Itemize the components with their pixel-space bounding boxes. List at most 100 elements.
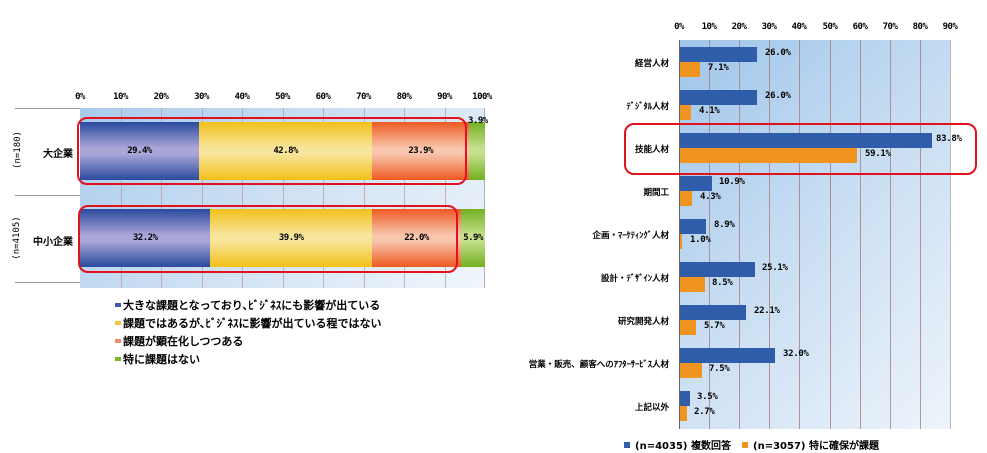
legend-swatch — [742, 441, 748, 448]
gridline — [830, 40, 831, 429]
gridline — [739, 40, 740, 429]
right-tick: 20% — [731, 22, 747, 32]
value-label: 3.5% — [697, 392, 718, 402]
left-tick: 50% — [275, 92, 290, 102]
category-label: 技能人材 — [634, 145, 669, 155]
highlight-box — [78, 205, 458, 273]
value-label: 25.1% — [762, 263, 788, 273]
segment-label: 39.9% — [278, 233, 304, 243]
value-label: 1.0% — [690, 235, 711, 245]
bar-large-enterprise: 29.4% 42.8% 23.9% — [80, 122, 485, 180]
bar-multiple-answer — [679, 348, 776, 363]
left-plot-area: 29.4% 42.8% 23.9% 32.2% 39.9% 22.0% 5.9% — [80, 108, 485, 288]
gridline — [799, 40, 800, 429]
legend-label: 課題が顕在化しつつある — [123, 335, 244, 348]
bar-multiple-answer — [679, 90, 758, 105]
bar-multiple-answer — [679, 133, 932, 148]
gridline — [242, 108, 243, 288]
gridline — [201, 108, 203, 288]
value-label: 5.7% — [704, 321, 725, 331]
gridline — [363, 108, 365, 288]
value-label: 32.0% — [783, 349, 809, 359]
legend-label: (n=3057) 特に確保が課題 — [753, 441, 879, 452]
gridline — [769, 40, 770, 429]
gridline — [920, 40, 921, 429]
left-tick: 60% — [315, 92, 331, 102]
gridline — [860, 40, 861, 429]
category-label: 研究開発人材 — [617, 317, 669, 327]
highlight-box — [624, 123, 977, 175]
legend-item: 特に課題はない — [115, 351, 200, 367]
segment-label-no-issue-large: 3.9% — [468, 116, 488, 126]
bar-multiple-answer — [679, 391, 690, 406]
category-label: 大企業 — [43, 149, 73, 160]
gridline — [282, 108, 284, 288]
segment-label: 29.4% — [127, 146, 152, 156]
left-tick: 70% — [356, 92, 371, 102]
segment-emerging-issue: 23.9% — [372, 122, 470, 180]
left-tick: 40% — [234, 92, 250, 102]
legend-swatch — [115, 321, 121, 325]
value-label: 22.1% — [754, 306, 780, 316]
legend-label: 課題ではあるが､ﾋﾞｼﾞﾈｽに影響が出ている程ではない — [123, 317, 382, 330]
legend-item: 課題が顕在化しつつある — [115, 333, 243, 349]
sample-size-label: (n=4105) — [12, 216, 22, 260]
right-tick: 10% — [701, 22, 717, 32]
left-tick: 0% — [75, 92, 85, 102]
bar-multiple-answer — [679, 47, 758, 62]
value-label: 2.7% — [694, 407, 715, 417]
category-label: 経営人材 — [634, 59, 669, 69]
gridline — [709, 40, 710, 429]
value-label: 83.8% — [936, 134, 962, 144]
value-label: 4.1% — [699, 106, 720, 116]
right-plot-area — [679, 40, 951, 429]
right-tick: 40% — [791, 22, 807, 32]
category-label: 営業・販売、顧客へのｱﾌﾀｰｻｰﾋﾞｽ人材 — [528, 360, 669, 370]
bar-sme: 32.2% 39.9% 22.0% 5.9% — [80, 209, 485, 267]
value-label: 4.3% — [700, 192, 721, 202]
segment-emerging-issue: 22.0% — [372, 209, 462, 267]
legend-item: (n=3057) 特に確保が課題 — [742, 437, 879, 452]
legend-label: 特に課題はない — [123, 353, 200, 366]
gridline — [444, 108, 446, 288]
bar-multiple-answer — [679, 305, 746, 320]
segment-no-issue — [469, 122, 485, 180]
y-axis-line — [679, 40, 680, 429]
highlight-box — [77, 117, 467, 185]
segment-label: 5.9% — [463, 233, 483, 243]
category-label: 設計・ﾃﾞｻﾞｲﾝ人材 — [600, 274, 669, 284]
segment-issue-no-impact: 39.9% — [210, 209, 372, 267]
value-label: 26.0% — [765, 91, 791, 101]
category-label: 企画・ﾏｰｹﾃｨﾝｸﾞ人材 — [592, 231, 669, 241]
gridline — [484, 108, 485, 288]
right-tick: 50% — [822, 22, 838, 32]
bar-priority-issue — [679, 148, 858, 163]
gridline — [890, 40, 891, 429]
category-label: ﾃﾞｼﾞﾀﾙ人材 — [626, 102, 669, 112]
gridline — [161, 108, 162, 288]
bar-priority-issue — [679, 62, 701, 77]
bar-priority-issue — [679, 406, 688, 421]
value-label: 26.0% — [765, 48, 791, 58]
segment-label: 42.8% — [273, 146, 298, 156]
legend-swatch — [115, 357, 121, 361]
category-label: 中小企業 — [33, 237, 73, 248]
bar-priority-issue — [679, 277, 705, 292]
category-label: 上記以外 — [634, 403, 669, 413]
segment-label: 22.0% — [404, 233, 429, 243]
right-tick: 90% — [942, 22, 958, 32]
sample-size-label: (n=180) — [13, 131, 23, 169]
legend-swatch — [115, 303, 121, 307]
left-tick: 80% — [396, 92, 412, 102]
bar-priority-issue — [679, 320, 697, 335]
segment-major-issue: 29.4% — [80, 122, 199, 180]
value-label: 8.5% — [712, 278, 733, 288]
legend-swatch — [115, 339, 121, 343]
bar-multiple-answer — [679, 176, 712, 191]
legend-label: 大きな課題となっており､ﾋﾞｼﾞﾈｽにも影響が出ている — [123, 299, 381, 312]
bar-multiple-answer — [679, 219, 706, 234]
value-label: 59.1% — [865, 149, 891, 159]
row-separator — [15, 195, 80, 196]
bar-priority-issue — [679, 105, 692, 120]
legend-item: (n=4035) 複数回答 — [624, 437, 731, 452]
